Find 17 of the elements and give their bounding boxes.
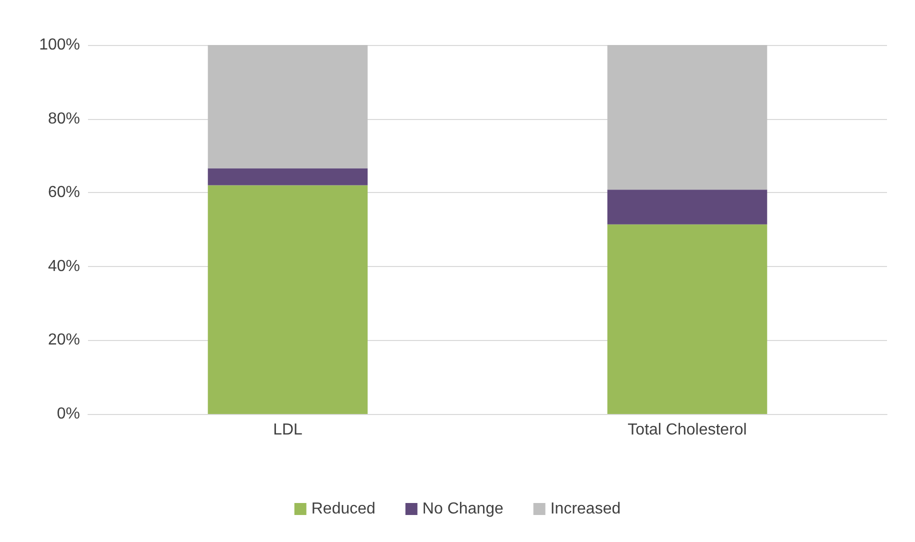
legend-label: Increased <box>550 500 621 518</box>
y-tick-label: 80% <box>48 110 80 128</box>
bar <box>607 224 768 414</box>
legend-label: Reduced <box>311 500 376 518</box>
bar <box>208 168 368 186</box>
x-tick-label: LDL <box>273 422 303 438</box>
y-tick-label: 0% <box>56 406 80 422</box>
bar <box>607 45 768 190</box>
y-tick-label: 20% <box>48 332 80 349</box>
x-tick-label: Total Cholesterol <box>628 422 747 438</box>
bar <box>607 190 768 224</box>
bar <box>208 185 368 414</box>
y-tick-label: 100% <box>39 36 80 54</box>
bar <box>208 45 368 168</box>
legend-label: No Change <box>422 500 504 518</box>
y-tick-label: 60% <box>48 184 80 202</box>
y-tick-label: 40% <box>48 258 80 275</box>
